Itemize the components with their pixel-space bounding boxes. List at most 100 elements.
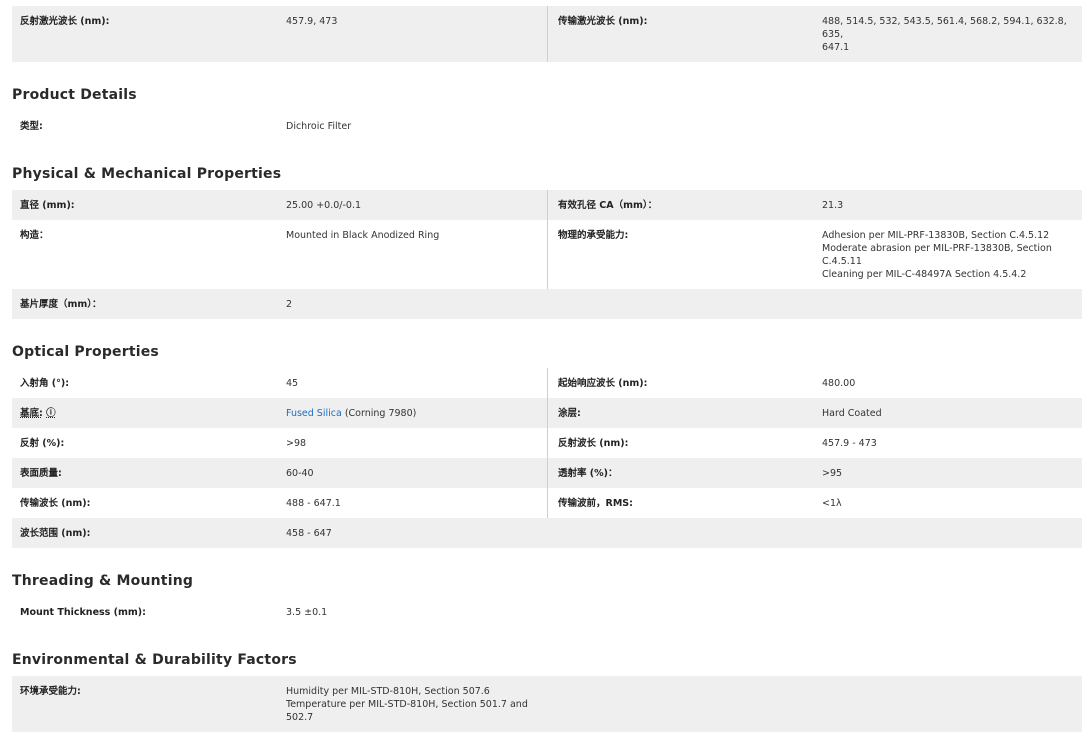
spec-label: 表面质量: — [12, 458, 286, 488]
empty-cell — [822, 676, 1082, 732]
spec-table: 类型: Dichroic Filter — [12, 111, 1082, 141]
spec-value: 60-40 — [286, 458, 547, 488]
spec-label: 传输波长 (nm): — [12, 488, 286, 518]
spec-label-text: 基片厚度（mm）： — [20, 299, 102, 310]
empty-cell — [547, 518, 822, 548]
material-link[interactable]: Fused Silica — [286, 408, 342, 419]
spec-label-text: 类型: — [20, 121, 43, 132]
table-row: 波长范围 (nm): 458 - 647 — [12, 518, 1082, 548]
spec-label: 反射激光波长 (nm): — [12, 6, 286, 62]
spec-label-text: 表面质量: — [20, 468, 62, 479]
spec-value: >95 — [822, 458, 1082, 488]
spec-value: Humidity per MIL-STD-810H, Section 507.6… — [286, 676, 547, 732]
spec-value: 457.9 - 473 — [822, 428, 1082, 458]
spec-label: 物理的承受能力: — [547, 220, 822, 289]
table-row: 传输波长 (nm): 488 - 647.1 传输波前，RMS: <1λ — [12, 488, 1082, 518]
spec-value: 25.00 +0.0/-0.1 — [286, 190, 547, 220]
table-row: 基片厚度（mm）： 2 — [12, 289, 1082, 319]
spec-label: Mount Thickness (mm): — [12, 597, 286, 627]
spec-value: Mounted in Black Anodized Ring — [286, 220, 547, 289]
section-heading: Product Details — [12, 87, 137, 103]
spec-label: 构造： — [12, 220, 286, 289]
spec-value-line: <1λ — [822, 498, 842, 509]
table-row: 类型: Dichroic Filter — [12, 111, 1082, 141]
spec-label: 反射波长 (nm): — [547, 428, 822, 458]
spec-value-line: C.4.5.11 — [822, 256, 862, 267]
spec-value: 2 — [286, 289, 547, 319]
spec-label: 传输波前，RMS: — [547, 488, 822, 518]
spec-value-line: 488 - 647.1 — [286, 498, 341, 509]
table-row: 入射角 (°): 45 起始响应波长 (nm): 480.00 — [12, 368, 1082, 398]
spec-label: 基片厚度（mm）： — [12, 289, 286, 319]
spec-value-line: Moderate abrasion per MIL-PRF-13830B, Se… — [822, 243, 1052, 254]
table-row: 反射 (%): >98 反射波长 (nm): 457.9 - 473 — [12, 428, 1082, 458]
spec-table: Mount Thickness (mm): 3.5 ±0.1 — [12, 597, 1082, 627]
spec-label-text[interactable]: 基底: — [20, 408, 43, 419]
spec-value-line: 21.3 — [822, 200, 844, 211]
spec-value: >98 — [286, 428, 547, 458]
spec-value-line: Cleaning per MIL-C-48497A Section 4.5.4.… — [822, 269, 1027, 280]
spec-value: 488 - 647.1 — [286, 488, 547, 518]
spec-value-line: 457.9, 473 — [286, 16, 338, 27]
spec-label: 波长范围 (nm): — [12, 518, 286, 548]
spec-value-line: 60-40 — [286, 468, 314, 479]
spec-value-line: 3.5 ±0.1 — [286, 607, 328, 618]
spec-value-line: Adhesion per MIL-PRF-13830B, Section C.4… — [822, 230, 1050, 241]
spec-label: 类型: — [12, 111, 286, 141]
spec-value-line: Temperature per MIL-STD-810H, Section 50… — [286, 699, 528, 710]
spec-value-line: 457.9 - 473 — [822, 438, 877, 449]
spec-value-line: Dichroic Filter — [286, 121, 352, 132]
spec-table: 直径 (mm): 25.00 +0.0/-0.1 有效孔径 CA（mm）： 21.3 构… — [12, 190, 1082, 319]
spec-value: 45 — [286, 368, 547, 398]
spec-value-line: Fused Silica (Corning 7980) — [286, 407, 539, 420]
spec-label: 透射率 (%)： — [547, 458, 822, 488]
spec-value-line: >98 — [286, 438, 307, 449]
spec-label-text: 环境承受能力: — [20, 686, 81, 697]
spec-table: 入射角 (°): 45 起始响应波长 (nm): 480.00 基底: ⓘ Fused S… — [12, 368, 1082, 548]
empty-cell — [547, 676, 822, 732]
spec-label-text: Mount Thickness (mm): — [20, 607, 146, 618]
section-heading: Physical & Mechanical Properties — [12, 166, 282, 182]
spec-label: 传输激光波长 (nm): — [547, 6, 822, 62]
spec-label: 环境承受能力: — [12, 676, 286, 732]
spec-value: 3.5 ±0.1 — [286, 597, 547, 627]
spec-label: 起始响应波长 (nm): — [547, 368, 822, 398]
spec-label-text: 传输波长 (nm): — [20, 498, 91, 509]
spec-label: 基底: ⓘ — [12, 398, 286, 428]
section-heading: Optical Properties — [12, 344, 159, 360]
table-row: 反射激光波长 (nm): 457.9, 473 传输激光波长 (nm): 488, 5… — [12, 6, 1082, 62]
spec-value: 458 - 647 — [286, 518, 547, 548]
empty-cell — [547, 289, 822, 319]
spec-value-line: 45 — [286, 378, 299, 389]
spec-value: 21.3 — [822, 190, 1082, 220]
spec-value-line: 488, 514.5, 532, 543.5, 561.4, 568.2, 59… — [822, 16, 1067, 40]
spec-label-text: 反射 (%): — [20, 438, 65, 449]
section-heading: Environmental & Durability Factors — [12, 652, 297, 668]
spec-label-text: 波长范围 (nm): — [20, 528, 91, 539]
empty-cell — [822, 597, 1082, 627]
table-row: 构造： Mounted in Black Anodized Ring 物理的承受能力… — [12, 220, 1082, 289]
spec-value-line: 458 - 647 — [286, 528, 332, 539]
table-row: 表面质量: 60-40 透射率 (%)： >95 — [12, 458, 1082, 488]
spec-value: 488, 514.5, 532, 543.5, 561.4, 568.2, 59… — [822, 6, 1082, 62]
empty-cell — [822, 111, 1082, 141]
spec-value-line: 502.7 — [286, 712, 314, 723]
spec-table: 环境承受能力: Humidity per MIL-STD-810H, Sectio… — [12, 676, 1082, 732]
empty-cell — [547, 597, 822, 627]
section-heading: Threading & Mounting — [12, 573, 194, 589]
spec-value-line: 480.00 — [822, 378, 856, 389]
spec-value-line: >95 — [822, 468, 843, 479]
spec-label-text: 构造： — [20, 230, 49, 241]
info-circle-icon[interactable]: ⓘ — [46, 408, 56, 419]
table-row: Mount Thickness (mm): 3.5 ±0.1 — [12, 597, 1082, 627]
spec-value: 457.9, 473 — [286, 6, 547, 62]
empty-cell — [547, 111, 822, 141]
table-row: 环境承受能力: Humidity per MIL-STD-810H, Sectio… — [12, 676, 1082, 732]
spec-value: Fused Silica (Corning 7980) — [286, 398, 547, 428]
empty-cell — [822, 518, 1082, 548]
spec-value-line: Hard Coated — [822, 408, 882, 419]
spec-value-text: (Corning 7980) — [341, 408, 417, 419]
spec-value-line: Humidity per MIL-STD-810H, Section 507.6 — [286, 686, 490, 697]
spec-label: 涂层: — [547, 398, 822, 428]
